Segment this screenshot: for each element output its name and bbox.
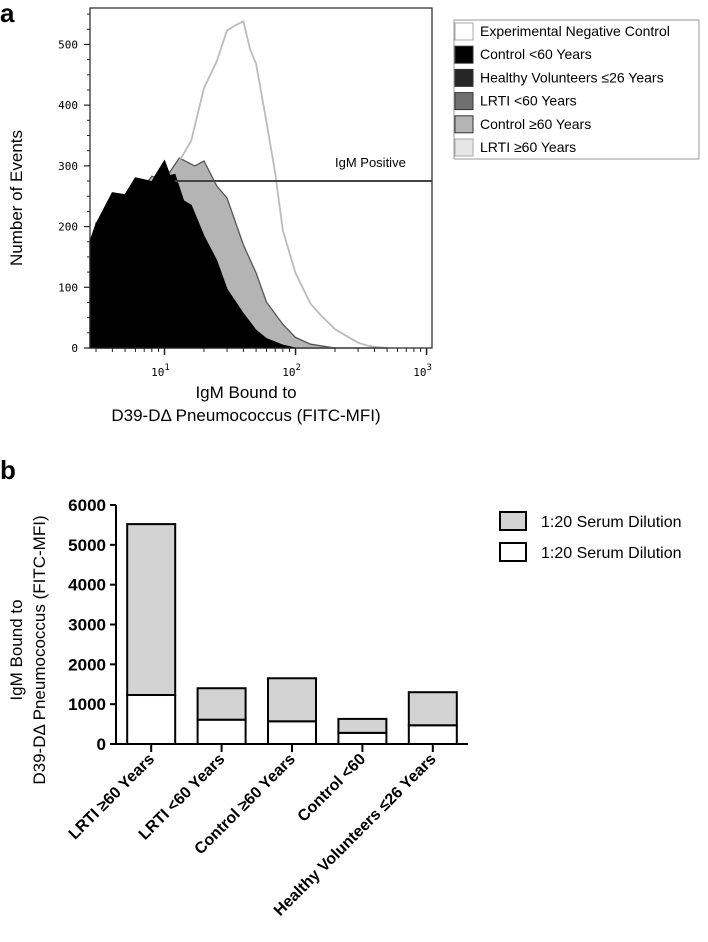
bar-segment-1 [337, 717, 388, 734]
histogram-x-tick-label: 102 [282, 363, 301, 379]
bar-y-tick-label: 0 [97, 735, 106, 754]
histogram-series-1-overlay [89, 159, 296, 349]
histogram-y-tick-label: 200 [58, 221, 78, 234]
histogram-legend-swatch-0 [454, 22, 474, 41]
histogram-x-tick-label: 101 [151, 363, 170, 379]
histogram-y-tick-label: 400 [58, 99, 78, 112]
gate-group: IgM Positive [174, 155, 432, 183]
histogram-legend: Experimental Negative Control Control <60… [453, 19, 700, 160]
histogram-legend-swatch-4 [454, 115, 474, 134]
bar-segment-0 [407, 724, 458, 745]
histogram-plot-frame [89, 7, 433, 349]
histogram-legend-label-1: Control <60 Years [480, 46, 592, 62]
bar-legend-swatch-1 [499, 511, 527, 531]
bar-legend-label-1: 1:20 Serum Dilution [541, 514, 682, 531]
histogram-legend-label-4: Control ≥60 Years [480, 116, 591, 132]
panel-b-label: b [0, 455, 16, 485]
bar-segment-1 [126, 523, 177, 697]
histogram-legend-label-5: LRTI ≥60 Years [480, 139, 576, 155]
bar-legend: 1:20 Serum Dilution 1:20 Serum Dilution [499, 511, 682, 562]
bar-y-tick-label: 3000 [68, 616, 106, 635]
bar-y-tick-label: 5000 [68, 536, 106, 555]
histogram-y-axis-title: Number of Events [7, 130, 26, 266]
histogram-y-tick-label: 100 [58, 281, 78, 294]
bar-segment-1 [196, 687, 247, 721]
bar-segment-1 [407, 691, 458, 727]
bar-y-tick-label: 6000 [68, 496, 106, 515]
histogram-legend-swatch-3 [454, 92, 474, 111]
histogram-legend-label-3: LRTI <60 Years [480, 93, 577, 109]
histogram-legend-box [453, 19, 700, 160]
bar-legend-label-0: 1:20 Serum Dilution [541, 545, 682, 562]
panel-a-label: a [0, 0, 15, 28]
bar-segment-0 [337, 731, 388, 746]
histogram-legend-swatch-5 [454, 138, 474, 157]
histogram-y-tick-label: 500 [58, 38, 78, 51]
bar-segment-1 [267, 677, 317, 723]
histogram-x-tick-label: 103 [413, 363, 432, 379]
histogram-series-5 [150, 20, 388, 349]
histogram-legend-label-0: Experimental Negative Control [480, 23, 670, 39]
bar-y-axis-title-line1: IgM Bound to [7, 599, 26, 700]
bar-legend-swatch-0 [499, 542, 527, 562]
histogram-axes: 0 100 200 300 400 500 101 102 103 [58, 7, 433, 379]
histogram-panel: IgM Positive 0 100 200 300 400 500 101 102 103 N… [7, 7, 700, 425]
histogram-y-tick-label: 0 [71, 342, 78, 355]
histogram-x-axis-title-line1: IgM Bound to [195, 383, 296, 402]
histogram-legend-swatch-1 [454, 45, 474, 64]
bar-category-label: Control <60 [295, 751, 370, 826]
histogram-series-group [89, 20, 388, 349]
histogram-x-axis-title-line2: D39-DΔ Pneumococcus (FITC-MFI) [111, 406, 380, 425]
bar-y-tick-label: 4000 [68, 576, 106, 595]
histogram-y-tick-label: 300 [58, 160, 78, 173]
histogram-legend-swatch-2 [454, 68, 474, 87]
igm-positive-gate-label: IgM Positive [335, 155, 406, 170]
bar-series-group [126, 523, 458, 746]
bar-segment-0 [126, 694, 177, 746]
bar-segment-0 [267, 720, 317, 745]
bar-y-tick-label: 2000 [68, 655, 106, 674]
histogram-legend-label-2: Healthy Volunteers ≤26 Years [480, 69, 664, 85]
bar-y-tick-label: 1000 [68, 695, 106, 714]
bar-segment-0 [196, 718, 247, 745]
bar-y-axis-title-line2: D39-DΔ Pneumococcus (FITC-MFI) [30, 515, 49, 784]
